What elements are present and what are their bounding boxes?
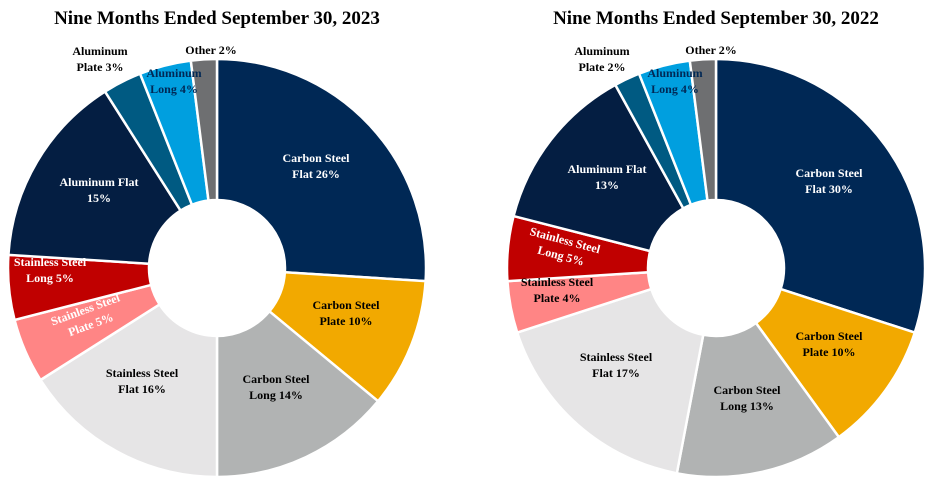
slice-label-line: Plate 2% <box>579 60 626 74</box>
slice-label-line: Aluminum <box>72 44 127 58</box>
slice-label-line: 15% <box>87 191 111 205</box>
slice-aluminum-flat <box>512 83 685 253</box>
slice-label-line: Long 13% <box>720 399 774 413</box>
slice-label-line: Aluminum Flat <box>59 175 138 189</box>
slice-label-aluminum-long: Aluminum Long 4% <box>146 66 201 96</box>
slice-label-line: Long 4% <box>651 82 699 96</box>
slice-label-line: Other 2% <box>685 43 736 57</box>
slice-label-carbon-steel-flat: Carbon Steel Flat 30% <box>796 166 864 196</box>
slice-label-line: Plate 4% <box>534 291 581 305</box>
donut-chart-2022: Carbon Steel Flat 30% Carbon Steel Plate 10… <box>505 43 927 479</box>
slice-label-aluminum-flat: Aluminum Flat 15% <box>59 175 138 205</box>
slice-label-line: Carbon Steel <box>243 372 311 386</box>
slice-carbon-steel-long <box>215 309 380 479</box>
slice-label-line: Carbon Steel <box>714 383 782 397</box>
slice-label-line: Aluminum <box>574 44 629 58</box>
slice-label-line: Flat 16% <box>118 382 166 396</box>
slice-label-line: Carbon Steel <box>283 151 351 165</box>
slice-label-stainless-steel-long: Stainless Steel Long 5% <box>14 255 87 285</box>
slice-label-line: Carbon Steel <box>796 329 864 343</box>
slice-label-other: Other 2% <box>185 43 236 57</box>
slice-label-line: Carbon Steel <box>796 166 864 180</box>
slice-aluminum-flat <box>7 89 183 266</box>
slice-label-line: Stainless Steel <box>106 366 179 380</box>
slice-label-stainless-steel-plate: Stainless Steel Plate 4% <box>521 275 594 305</box>
slice-other <box>189 57 219 202</box>
slice-carbon-steel-long <box>675 321 841 479</box>
slice-other <box>688 57 718 202</box>
slice-label-line: Stainless Steel <box>14 255 87 269</box>
slice-label-line: Stainless Steel <box>521 275 594 289</box>
slice-label-aluminum-flat: Aluminum Flat 13% <box>567 162 646 192</box>
slice-label-line: Long 4% <box>150 82 198 96</box>
slice-label-stainless-steel-flat: Stainless Steel Flat 17% <box>580 350 653 380</box>
slice-label-aluminum-plate: Aluminum Plate 3% <box>72 44 127 74</box>
donut-chart-2023: Carbon Steel Flat 26% Carbon Steel Plate 10… <box>6 43 428 479</box>
slice-label-carbon-steel-long: Carbon Steel Long 13% <box>714 383 782 413</box>
slice-label-line: Aluminum <box>647 66 702 80</box>
slice-label-line: Stainless Steel <box>580 350 653 364</box>
slice-label-line: Long 5% <box>26 271 74 285</box>
slice-label-other: Other 2% <box>685 43 736 57</box>
slice-stainless-steel-flat <box>515 287 705 475</box>
slice-label-carbon-steel-long: Carbon Steel Long 14% <box>243 372 311 402</box>
slice-label-line: Carbon Steel <box>313 298 381 312</box>
slice-carbon-steel-flat <box>215 57 428 283</box>
slice-label-line: Other 2% <box>185 43 236 57</box>
slice-label-line: Plate 10% <box>320 314 373 328</box>
slice-label-carbon-steel-plate: Carbon Steel Plate 10% <box>796 329 864 359</box>
slice-label-aluminum-long: Aluminum Long 4% <box>647 66 702 96</box>
slice-stainless-steel-flat <box>38 302 219 479</box>
slice-label-line: 13% <box>595 178 619 192</box>
slice-label-line: Aluminum <box>146 66 201 80</box>
slice-label-line: Flat 17% <box>592 366 640 380</box>
slice-label-aluminum-plate: Aluminum Plate 2% <box>574 44 629 74</box>
slice-label-line: Aluminum Flat <box>567 162 646 176</box>
slice-label-stainless-steel-flat: Stainless Steel Flat 16% <box>106 366 179 396</box>
chart-title-2022: Nine Months Ended September 30, 2022 <box>553 8 879 29</box>
slice-label-line: Flat 30% <box>805 182 853 196</box>
slice-label-carbon-steel-flat: Carbon Steel Flat 26% <box>283 151 351 181</box>
slice-label-line: Flat 26% <box>292 167 340 181</box>
slice-carbon-steel-flat <box>714 57 927 335</box>
slice-label-carbon-steel-plate: Carbon Steel Plate 10% <box>313 298 381 328</box>
slice-label-line: Long 14% <box>249 388 303 402</box>
slice-label-line: Plate 10% <box>803 345 856 359</box>
chart-title-2023: Nine Months Ended September 30, 2023 <box>54 8 380 29</box>
slice-label-line: Plate 3% <box>77 60 124 74</box>
